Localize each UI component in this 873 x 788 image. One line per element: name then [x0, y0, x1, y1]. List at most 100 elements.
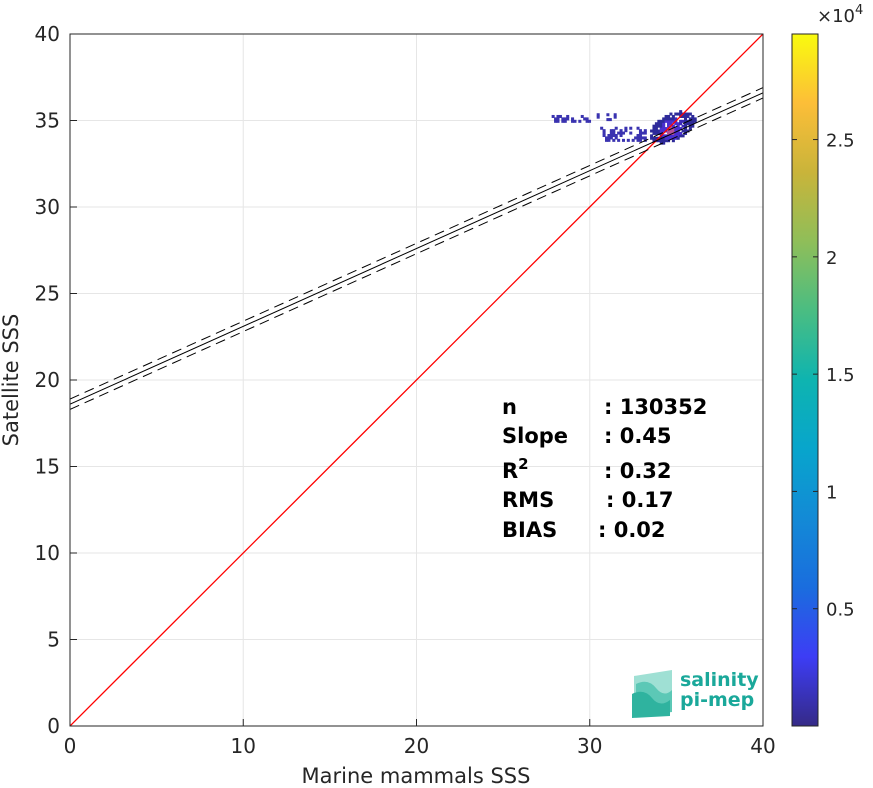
- density-cell: [619, 133, 623, 138]
- density-cell: [654, 129, 658, 133]
- density-cell: [679, 112, 683, 116]
- density-cell: [683, 131, 688, 135]
- density-cell: [667, 134, 671, 138]
- density-cell: [671, 114, 675, 118]
- colorbar-exponent-power: 4: [855, 3, 863, 18]
- density-cell: [612, 131, 616, 135]
- density-cell: [676, 131, 680, 135]
- density-cell: [676, 124, 680, 128]
- density-cell: [571, 117, 575, 121]
- density-cell: [621, 131, 625, 135]
- stat-label: R2: [502, 455, 529, 483]
- density-cell: [688, 119, 692, 123]
- density-cell: [609, 129, 613, 133]
- density-cell: [676, 127, 680, 131]
- density-cell: [662, 136, 666, 140]
- density-cell: [650, 129, 654, 133]
- density-cell: [691, 119, 695, 123]
- density-cell: [688, 112, 692, 116]
- density-cell: [612, 138, 616, 142]
- density-cell: [652, 127, 656, 131]
- fit-lines: [70, 34, 763, 726]
- colorbar-ticks: 0.5 1 1.5 2 2.5: [792, 131, 855, 621]
- density-cell: [636, 136, 640, 140]
- density-cell: [652, 129, 656, 133]
- density-cell: [580, 114, 584, 118]
- density-cell: [654, 124, 658, 128]
- x-tick-label: 10: [231, 734, 256, 758]
- density-cell: [561, 119, 565, 123]
- density-cell: [596, 115, 600, 119]
- density-cell: [671, 124, 675, 128]
- density-cell: [662, 139, 666, 143]
- density-cell: [669, 129, 673, 133]
- density-cell: [643, 136, 647, 140]
- density-cell: [667, 117, 671, 121]
- density-cell: [602, 129, 606, 133]
- stat-value: : 130352: [604, 395, 707, 419]
- density-cell: [638, 129, 642, 133]
- density-cell: [638, 131, 642, 135]
- density-cell: [624, 126, 628, 130]
- density-cell: [588, 119, 592, 123]
- y-tick-label: 20: [35, 368, 60, 392]
- density-cell: [657, 124, 661, 128]
- density-cell: [612, 129, 616, 133]
- density-cell: [662, 124, 666, 128]
- regression-line: [70, 92, 763, 405]
- density-cell: [667, 131, 671, 135]
- colorbar-tick-label: 2: [826, 248, 837, 269]
- density-cell: [662, 117, 666, 121]
- density-cell: [667, 129, 671, 133]
- density-cell: [664, 139, 668, 143]
- y-tick-label: 40: [35, 22, 60, 46]
- density-cell: [566, 114, 570, 118]
- density-cell: [674, 134, 678, 138]
- stat-label: BIAS: [502, 518, 557, 542]
- density-cell: [683, 122, 688, 126]
- density-cell: [558, 114, 562, 118]
- density-cell: [659, 141, 663, 145]
- density-cell: [602, 133, 606, 138]
- density-cell: [688, 124, 692, 128]
- stat-value: : 0.02: [598, 518, 666, 542]
- density-cell: [664, 136, 668, 140]
- density-cell: [563, 119, 567, 123]
- confidence-line: [70, 97, 763, 410]
- density-cell: [634, 136, 638, 140]
- density-cell: [671, 134, 675, 138]
- stat-value: : 0.45: [604, 424, 672, 448]
- stat-label: n: [502, 395, 517, 419]
- density-cell: [683, 114, 688, 118]
- density-cell: [671, 119, 675, 123]
- density-cell: [667, 136, 671, 140]
- density-cell: [657, 139, 661, 143]
- density-cell: [617, 131, 621, 135]
- density-cell: [686, 129, 690, 133]
- density-cell: [607, 136, 611, 140]
- density-cell: [659, 129, 663, 133]
- density-cell: [629, 131, 633, 135]
- density-cell: [676, 134, 680, 138]
- density-cell: [664, 117, 668, 121]
- stat-label-text: BIAS: [502, 518, 557, 542]
- density-cell: [669, 119, 673, 123]
- x-tick-label: 30: [577, 734, 602, 758]
- density-cell: [686, 114, 690, 118]
- density-cell: [662, 141, 666, 145]
- density-cell: [669, 112, 673, 116]
- density-cell: [681, 114, 685, 118]
- density-cell: [654, 127, 658, 131]
- stats-box: n: 130352 Slope: 0.45 R2: 0.32 RMS: 0.17 BIA…: [502, 395, 707, 542]
- density-cell: [674, 127, 678, 131]
- stat-label-text: n: [502, 395, 517, 419]
- density-cell: [664, 127, 668, 131]
- density-cell: [674, 131, 678, 135]
- colorbar: [791, 33, 819, 727]
- density-cell: [669, 131, 673, 135]
- density-cell: [607, 138, 611, 142]
- colorbar-tick-label: 2.5: [826, 131, 855, 152]
- density-cell: [643, 131, 647, 135]
- density-cell: [662, 119, 666, 123]
- density-cell: [638, 133, 642, 138]
